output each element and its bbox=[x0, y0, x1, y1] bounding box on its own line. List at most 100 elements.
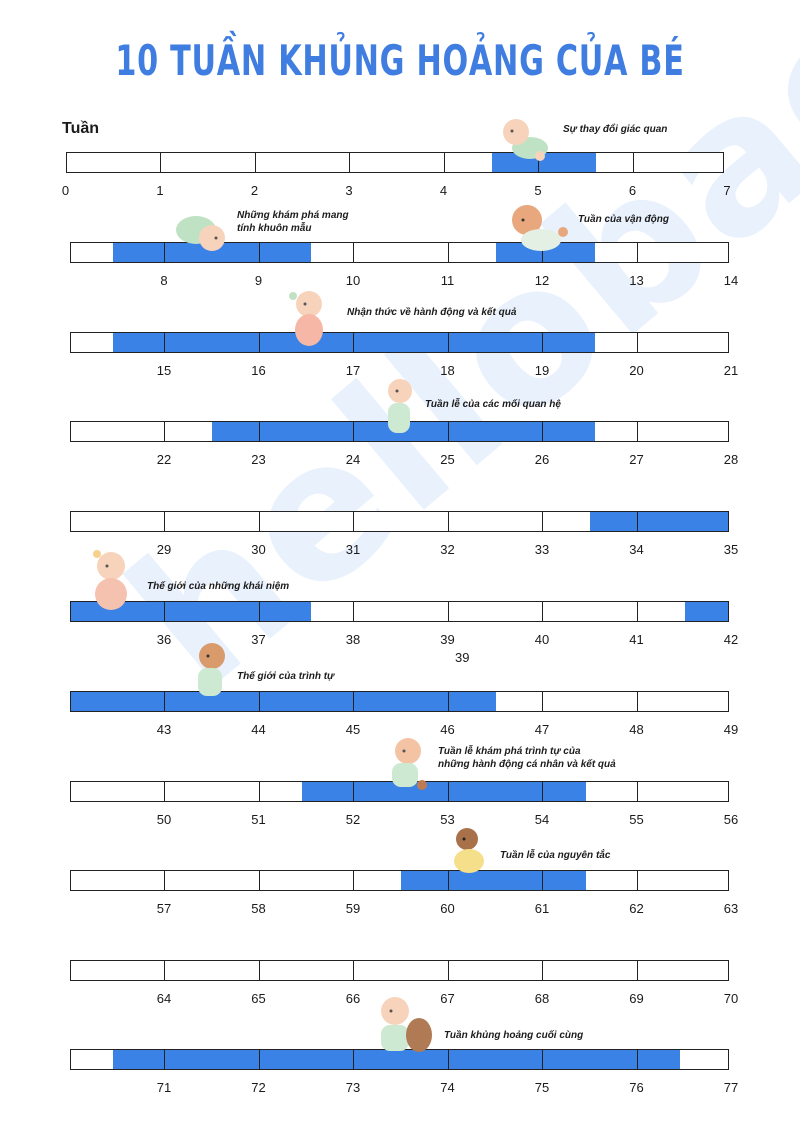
week-number: 46 bbox=[440, 722, 455, 737]
timeline-tick bbox=[542, 243, 543, 262]
timeline-tick bbox=[353, 871, 354, 890]
week-number: 33 bbox=[534, 542, 550, 557]
week-number: 34 bbox=[629, 542, 644, 557]
timeline-tick bbox=[542, 871, 543, 890]
timeline-tick bbox=[160, 153, 161, 172]
timeline-tick bbox=[447, 422, 449, 441]
timeline-track bbox=[65, 152, 724, 173]
timeline-tick bbox=[164, 333, 165, 352]
timeline-tick bbox=[258, 422, 260, 441]
week-number: 13 bbox=[629, 273, 644, 288]
timeline-tick bbox=[164, 692, 165, 711]
week-number: 11 bbox=[440, 273, 455, 288]
timeline-track bbox=[69, 601, 729, 622]
timeline-tick bbox=[164, 782, 165, 801]
timeline-tick bbox=[636, 243, 638, 262]
crisis-week-fill bbox=[401, 871, 586, 890]
week-number: 22 bbox=[156, 452, 172, 467]
timeline-track bbox=[69, 242, 729, 263]
week-number: 45 bbox=[345, 722, 361, 737]
week-number: 40 bbox=[534, 632, 550, 647]
timeline-tick bbox=[636, 782, 638, 801]
week-number: 67 bbox=[440, 991, 455, 1006]
timeline-tick bbox=[542, 422, 543, 441]
week-number: 17 bbox=[345, 363, 361, 378]
week-number: 43 bbox=[156, 722, 172, 737]
caption-week-46: Thế giới của trình tự bbox=[237, 671, 335, 682]
week-number: 16 bbox=[251, 363, 266, 378]
week-number: 68 bbox=[534, 991, 550, 1006]
timeline-row: 29 30 31 32 33 34 35 bbox=[0, 511, 800, 571]
timeline-tick bbox=[542, 692, 543, 711]
timeline-tick bbox=[164, 512, 165, 531]
crisis-week-fill bbox=[491, 153, 596, 172]
week-number: 7 bbox=[723, 183, 731, 198]
week-number: 3 bbox=[345, 183, 353, 198]
timeline-tick bbox=[164, 961, 165, 980]
week-number: 4 bbox=[439, 183, 448, 198]
week-number: 48 bbox=[629, 722, 644, 737]
timeline-tick bbox=[258, 961, 260, 980]
week-number: 14 bbox=[723, 273, 739, 288]
week-number: 37 bbox=[251, 632, 266, 647]
timeline-tick bbox=[636, 961, 638, 980]
week-number: 53 bbox=[440, 812, 455, 827]
week-number: 19 bbox=[534, 363, 550, 378]
timeline-tick bbox=[636, 692, 638, 711]
caption-week-55: Tuần lễ khám phá trình tự của những hành… bbox=[438, 746, 616, 770]
week-number: 52 bbox=[345, 812, 361, 827]
week-number: 24 bbox=[345, 452, 361, 467]
timeline-tick bbox=[258, 243, 260, 262]
week-number: 26 bbox=[534, 452, 550, 467]
timeline-tick bbox=[447, 333, 449, 352]
week-number: 71 bbox=[156, 1080, 172, 1095]
week-number: 47 bbox=[534, 722, 550, 737]
timeline-row: 57 58 59 60 61 62 63 bbox=[0, 870, 800, 930]
week-number: 20 bbox=[629, 363, 644, 378]
timeline-tick bbox=[447, 602, 449, 621]
timeline-row: 71 72 73 74 75 76 77 bbox=[0, 1049, 800, 1109]
timeline-tick bbox=[443, 153, 445, 172]
week-number: 9 bbox=[254, 273, 263, 288]
timeline-track bbox=[69, 691, 729, 712]
week-number: 63 bbox=[723, 901, 739, 916]
timeline-tick bbox=[164, 871, 165, 890]
timeline-tick bbox=[164, 243, 165, 262]
timeline-tick bbox=[542, 1050, 543, 1069]
timeline-tick bbox=[353, 243, 354, 262]
baby-illustration bbox=[93, 550, 127, 610]
timeline-row: 43 44 45 46 47 48 49 bbox=[0, 691, 800, 751]
week-number: 44 bbox=[251, 722, 266, 737]
timeline-tick bbox=[636, 422, 638, 441]
week-number: 2 bbox=[250, 183, 259, 198]
week-number: 77 bbox=[723, 1080, 739, 1095]
timeline-tick bbox=[636, 871, 638, 890]
week-number: 69 bbox=[629, 991, 644, 1006]
week-number: 51 bbox=[251, 812, 266, 827]
week-number: 55 bbox=[629, 812, 644, 827]
week-number: 73 bbox=[345, 1080, 361, 1095]
timeline-tick bbox=[353, 782, 354, 801]
timeline-track bbox=[69, 870, 729, 891]
timeline-tick bbox=[447, 243, 449, 262]
timeline-tick bbox=[353, 961, 354, 980]
timeline-track bbox=[69, 332, 729, 353]
week-number: 15 bbox=[156, 363, 172, 378]
week-number: 8 bbox=[160, 273, 168, 288]
week-number: 58 bbox=[251, 901, 266, 916]
timeline-tick bbox=[258, 692, 260, 711]
baby-illustration bbox=[454, 828, 484, 873]
crisis-week-fill bbox=[113, 243, 312, 262]
week-number: 18 bbox=[440, 363, 455, 378]
week-number: 60 bbox=[440, 901, 455, 916]
week-number: 23 bbox=[251, 452, 266, 467]
timeline-row: 0 1 2 3 4 5 6 7 bbox=[0, 152, 800, 212]
timeline-tick bbox=[258, 333, 260, 352]
caption-week-75: Tuần khủng hoảng cuối cùng bbox=[444, 1030, 584, 1041]
week-number: 10 bbox=[345, 273, 361, 288]
baby-illustration bbox=[503, 119, 548, 161]
timeline-track bbox=[69, 511, 729, 532]
week-number: 74 bbox=[440, 1080, 455, 1095]
week-number: 61 bbox=[534, 901, 550, 916]
timeline-tick bbox=[632, 153, 634, 172]
